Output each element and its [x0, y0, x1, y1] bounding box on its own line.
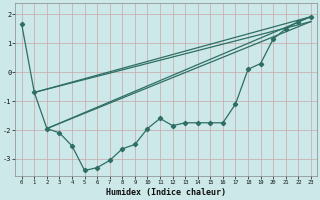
X-axis label: Humidex (Indice chaleur): Humidex (Indice chaleur)	[106, 188, 226, 197]
